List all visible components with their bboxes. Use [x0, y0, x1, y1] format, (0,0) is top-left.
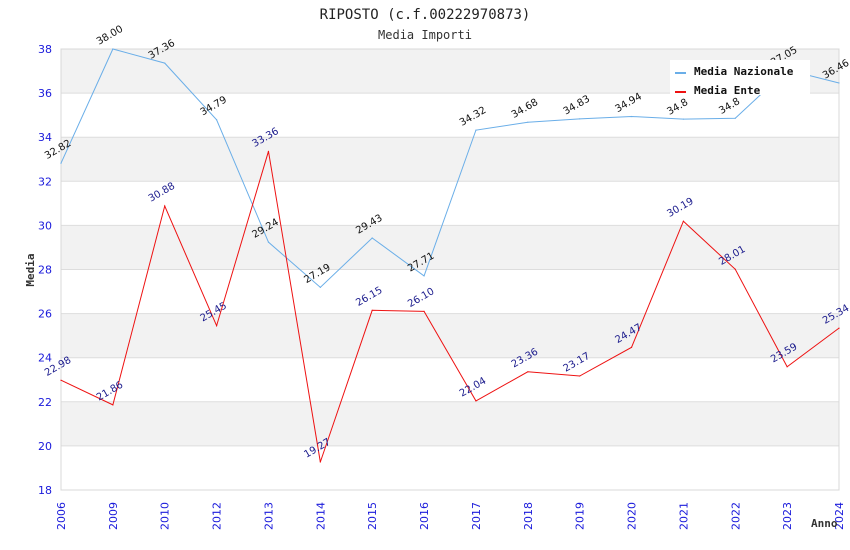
- series-line-media-ente: [60, 151, 840, 463]
- x-tick-label: 2022: [729, 502, 742, 530]
- data-point: [60, 162, 62, 164]
- data-point: [423, 310, 425, 312]
- y-tick-label: 24: [38, 352, 52, 365]
- data-point: [216, 325, 218, 327]
- y-tick-labels: 18 20 22 24 26 28 30 32 34 36 38: [38, 43, 52, 497]
- y-axis-label: Media: [24, 253, 37, 286]
- data-point: [786, 366, 788, 368]
- y-tick-label: 34: [38, 131, 52, 144]
- data-point: [475, 129, 477, 131]
- y-tick-label: 28: [38, 264, 52, 277]
- data-point: [371, 309, 373, 311]
- grid-band: [61, 137, 839, 182]
- data-point: [630, 346, 633, 348]
- x-tick-label: 2009: [107, 502, 120, 530]
- grid-lines: [60, 48, 840, 491]
- x-tick-label: 2015: [366, 502, 379, 530]
- x-tick-label: 2023: [781, 502, 794, 530]
- grid-band: [61, 357, 839, 402]
- x-tick-label: 2012: [211, 502, 224, 530]
- x-tick-label: 2014: [314, 502, 327, 530]
- grid-bands: [61, 49, 839, 490]
- data-point: [734, 117, 736, 119]
- y-tick-label: 18: [38, 484, 52, 497]
- legend-box: [670, 60, 810, 95]
- data-point: [734, 268, 736, 270]
- grid-band: [61, 269, 839, 314]
- y-tick-label: 20: [38, 440, 52, 453]
- data-point: [682, 220, 685, 222]
- x-tick-label: 2016: [418, 502, 431, 530]
- grid-band: [61, 225, 839, 270]
- y-tick-label: 38: [38, 43, 52, 56]
- legend-label-media-nazionale: Media Nazionale: [694, 65, 794, 78]
- chart-title: RIPOSTO (c.f.00222970873): [320, 7, 531, 23]
- series-lines: [60, 48, 840, 463]
- x-tick-label: 2019: [574, 502, 587, 530]
- x-tick-labels: 2006 2009 2010 2012 2013 2014 2015 2016 2017 2018…: [55, 502, 846, 530]
- data-point: [164, 62, 166, 64]
- x-tick-label: 2024: [833, 502, 846, 530]
- data-point: [579, 375, 581, 377]
- y-tick-label: 22: [38, 396, 52, 409]
- data-point: [112, 48, 114, 50]
- data-point: [319, 461, 321, 463]
- y-tick-label: 36: [38, 87, 52, 100]
- data-point: [838, 82, 840, 84]
- grid-band: [61, 401, 839, 446]
- data-point: [60, 379, 62, 381]
- data-point: [579, 118, 581, 120]
- data-point: [838, 327, 840, 329]
- data-point: [423, 275, 425, 277]
- series-line-media-nazionale: [60, 48, 840, 289]
- y-tick-label: 30: [38, 219, 52, 232]
- x-tick-label: 2013: [262, 502, 275, 530]
- x-tick-label: 2021: [677, 502, 690, 530]
- data-point: [527, 371, 529, 373]
- data-point: [112, 404, 114, 406]
- x-tick-label: 2006: [55, 502, 68, 530]
- data-point: [475, 400, 477, 402]
- x-tick-label: 2010: [159, 502, 172, 530]
- grid-band: [61, 93, 839, 138]
- plot-frame: [60, 48, 840, 491]
- data-point: [630, 115, 633, 118]
- y-tick-label: 32: [38, 175, 52, 188]
- data-point: [319, 286, 321, 288]
- data-label: 38.00: [95, 24, 125, 48]
- grid-band: [61, 445, 839, 490]
- data-point: [371, 237, 373, 239]
- data-point: [164, 205, 166, 207]
- x-tick-label: 2020: [626, 502, 639, 530]
- data-point: [216, 119, 218, 121]
- x-tick-label: 2018: [522, 502, 535, 530]
- data-point: [267, 241, 270, 243]
- legend-label-media-ente: Media Ente: [694, 84, 761, 97]
- grid-band: [61, 313, 839, 358]
- legend: Media Nazionale Media Ente: [670, 60, 810, 97]
- x-tick-label: 2017: [470, 502, 483, 530]
- data-point: [682, 118, 685, 120]
- data-point: [267, 150, 270, 152]
- x-axis-label: Anno: [811, 517, 838, 530]
- y-tick-label: 26: [38, 308, 52, 321]
- data-point: [527, 121, 529, 123]
- chart-subtitle: Media Importi: [378, 28, 472, 42]
